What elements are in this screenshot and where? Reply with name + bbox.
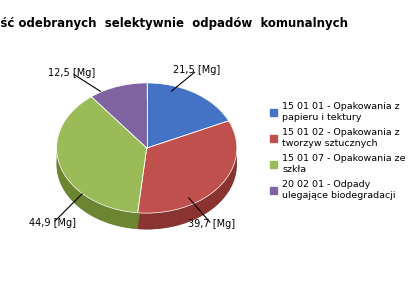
Text: 39,7 [Mg]: 39,7 [Mg] — [188, 220, 236, 229]
Text: 12,5 [Mg]: 12,5 [Mg] — [48, 68, 95, 78]
Polygon shape — [56, 150, 138, 229]
Polygon shape — [147, 83, 229, 148]
Text: 44,9 [Mg]: 44,9 [Mg] — [29, 218, 76, 228]
Polygon shape — [138, 149, 237, 229]
Ellipse shape — [56, 99, 237, 229]
Polygon shape — [91, 83, 147, 148]
Legend: 15 01 01 - Opakowania z
papieru i tektury, 15 01 02 - Opakowania z
tworzyw sztuc: 15 01 01 - Opakowania z papieru i tektur… — [268, 101, 407, 202]
Title: Ilość odebranych  selektywnie  odpadów  komunalnych: Ilość odebranych selektywnie odpadów kom… — [0, 17, 348, 30]
Polygon shape — [138, 148, 147, 229]
Polygon shape — [138, 148, 147, 229]
Text: 21,5 [Mg]: 21,5 [Mg] — [173, 65, 220, 76]
Polygon shape — [138, 121, 237, 213]
Polygon shape — [56, 97, 147, 213]
